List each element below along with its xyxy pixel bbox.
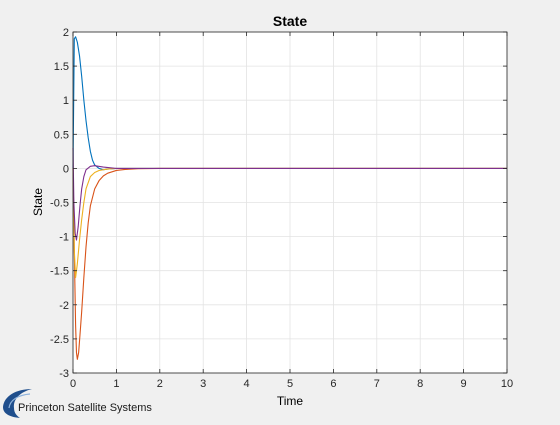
x-tick-label: 10 <box>501 378 513 390</box>
series-line-4 <box>72 147 507 241</box>
y-tick-label: -3 <box>59 368 69 380</box>
y-tick-label: -1.5 <box>50 266 69 278</box>
x-tick-label: 6 <box>330 378 336 390</box>
y-tick-label: 0 <box>63 163 69 175</box>
y-tick-label: -1 <box>59 232 69 244</box>
tick-layer: 0 1 2 3 4 5 6 7 8 9 10 -3 -2.5 -2 -1.5 -1 -0.5 0 0.5 1 1.5 2 <box>50 27 513 390</box>
x-tick-label: 5 <box>287 378 293 390</box>
x-tick-label: 1 <box>113 378 119 390</box>
y-axis-label: State <box>31 188 45 216</box>
x-tick-label: 2 <box>157 378 163 390</box>
logo-swoosh-arc-icon <box>8 393 31 409</box>
y-tick-label: 2 <box>63 27 69 39</box>
x-tick-label: 8 <box>417 378 423 390</box>
x-axis-label: Time <box>277 394 304 408</box>
y-tick-label: -2 <box>59 300 69 312</box>
logo-swoosh-icon <box>3 389 32 418</box>
company-logo: Princeton Satellite Systems <box>3 389 152 418</box>
series-line-2 <box>72 167 507 360</box>
logo-text: Princeton Satellite Systems <box>18 402 152 414</box>
x-tick-label: 0 <box>70 378 76 390</box>
y-tick-label: -0.5 <box>50 198 69 210</box>
chart-title: State <box>273 13 307 29</box>
x-tick-label: 4 <box>244 378 250 390</box>
y-tick-label: 0.5 <box>54 129 69 141</box>
y-tick-label: -2.5 <box>50 334 69 346</box>
x-tick-label: 9 <box>461 378 467 390</box>
y-tick-label: 1.5 <box>54 61 69 73</box>
x-tick-label: 7 <box>374 378 380 390</box>
series-layer <box>72 36 507 360</box>
x-tick-label: 3 <box>200 378 206 390</box>
y-tick-label: 1 <box>63 95 69 107</box>
